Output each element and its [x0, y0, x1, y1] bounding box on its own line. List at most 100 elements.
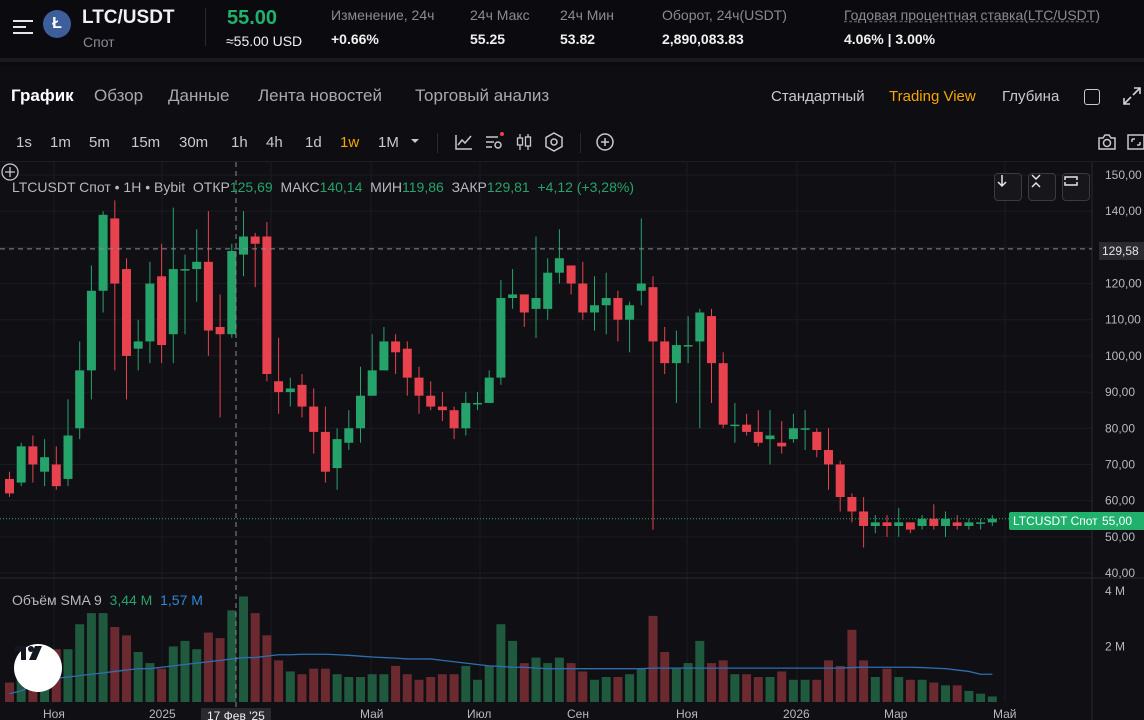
price-axis-label: 40,00 — [1105, 566, 1135, 580]
tab-news[interactable]: Лента новостей — [258, 86, 382, 105]
candle-body — [274, 381, 284, 393]
volume-bar — [344, 677, 354, 702]
layout-checkbox[interactable] — [1084, 89, 1100, 105]
indicator-settings-icon[interactable] — [484, 132, 504, 152]
tab-trading-analysis[interactable]: Торговый анализ — [415, 86, 550, 105]
candle-body — [519, 294, 529, 313]
candle-body — [391, 341, 401, 353]
candle-body — [847, 497, 857, 512]
volume-bar — [391, 665, 401, 702]
change-value: +0.66% — [331, 31, 379, 47]
candles — [5, 200, 997, 548]
view-standard[interactable]: Стандартный — [771, 88, 865, 105]
volume-bar — [847, 629, 857, 702]
volume-bar — [531, 657, 541, 702]
candle-body — [437, 406, 447, 411]
volume-bar — [133, 652, 143, 702]
chevron-down-icon[interactable] — [408, 134, 422, 148]
interval-1s[interactable]: 1s — [16, 134, 32, 151]
volume-bar — [122, 635, 131, 702]
volume-bar — [285, 671, 295, 702]
time-axis-label: Ноя — [676, 707, 698, 720]
candle-body — [707, 316, 716, 364]
volume-bar — [402, 674, 412, 702]
view-depth[interactable]: Глубина — [1002, 88, 1060, 105]
indicators-icon[interactable] — [454, 132, 474, 152]
candles-icon[interactable] — [514, 132, 534, 152]
interval-30m[interactable]: 30m — [179, 134, 209, 151]
add-icon[interactable] — [595, 132, 615, 152]
volume-bar — [426, 677, 436, 702]
volume-bar — [987, 696, 997, 702]
scroll-down-button[interactable] — [994, 173, 1022, 201]
apr-label[interactable]: Годовая процентная ставка(LTC/USDT) — [844, 7, 1100, 23]
refresh-button[interactable] — [1062, 173, 1090, 201]
volume-bar — [765, 677, 775, 702]
add-alert-icon[interactable] — [0, 162, 20, 182]
collapse-icon — [1031, 174, 1041, 188]
interval-5m[interactable]: 5m — [89, 134, 110, 151]
chart-settings-icon[interactable] — [544, 132, 564, 152]
legend-high: 140,14 — [319, 179, 363, 195]
candle-body — [86, 290, 96, 371]
menu-icon[interactable] — [12, 16, 34, 38]
volume-bar — [367, 674, 377, 702]
volume-bar — [777, 671, 787, 702]
pair-name[interactable]: LTC/USDT — [82, 7, 175, 28]
volume-axis-label: 2 M — [1105, 639, 1125, 653]
interval-1w[interactable]: 1w — [340, 134, 360, 151]
view-tradingview[interactable]: Trading View — [889, 88, 976, 105]
interval-1h[interactable]: 1h — [231, 134, 248, 151]
candle-body — [122, 269, 131, 356]
volume-bar — [356, 677, 365, 702]
expand-icon[interactable] — [1122, 86, 1142, 106]
interval-15m[interactable]: 15m — [131, 134, 161, 151]
volume-legend: Объём SMA 9 3,44 M 1,57 M — [12, 592, 203, 608]
volume-bar — [437, 674, 447, 702]
price-axis-label: 90,00 — [1105, 385, 1135, 399]
candle-body — [870, 522, 880, 526]
volume-bar — [929, 682, 939, 702]
candle-body — [636, 283, 646, 291]
price-chart[interactable]: 150,00140,00130,00120,00110,00100,0090,0… — [0, 162, 1144, 720]
volume-bar — [449, 674, 459, 702]
fullscreen-icon[interactable] — [1126, 132, 1144, 152]
volume-bar — [145, 663, 155, 702]
interval-1d[interactable]: 1d — [305, 134, 322, 151]
tab-chart[interactable]: График — [11, 86, 74, 105]
volume-bar — [110, 627, 120, 702]
volume-bar — [508, 640, 518, 702]
volume-bar — [519, 663, 529, 702]
volume-bar — [332, 674, 342, 702]
candle-body — [367, 370, 377, 396]
candle-body — [917, 518, 927, 526]
candle-body — [554, 258, 564, 273]
volume-bar — [636, 668, 646, 702]
candle-body — [215, 326, 225, 335]
candle-body — [168, 269, 178, 335]
tab-overview[interactable]: Обзор — [94, 86, 144, 105]
chart-canvas[interactable]: 150,00140,00130,00120,00110,00100,0090,0… — [0, 162, 1144, 720]
low-label: 24ч Мин — [560, 7, 614, 23]
turnover-label: Оборот, 24ч(USDT) — [662, 7, 787, 23]
volume-bar — [461, 665, 471, 702]
volume-bar — [753, 677, 763, 702]
interval-1m[interactable]: 1m — [50, 134, 71, 151]
tab-data[interactable]: Данные — [168, 86, 230, 105]
candle-body — [332, 439, 342, 469]
interval-4h[interactable]: 4h — [266, 134, 283, 151]
candle-body — [590, 305, 599, 313]
price-axis-label: 60,00 — [1105, 494, 1135, 508]
candle-body — [929, 518, 939, 526]
volume-value: 3,44 M — [109, 592, 153, 608]
collapse-button[interactable] — [1028, 173, 1056, 201]
chart-grid — [0, 162, 1092, 702]
time-axis-label: Сен — [567, 707, 589, 720]
interval-1M[interactable]: 1M — [378, 134, 399, 151]
volume-label: Объём SMA 9 — [12, 592, 102, 608]
candle-body — [262, 236, 272, 374]
candle-body — [765, 435, 775, 440]
candle-body — [133, 341, 143, 349]
camera-icon[interactable] — [1097, 132, 1117, 152]
tradingview-logo[interactable] — [14, 644, 62, 692]
